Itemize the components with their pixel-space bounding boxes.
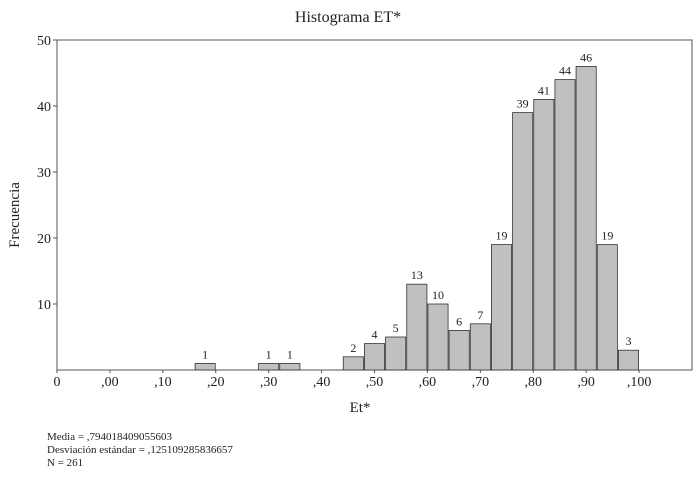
bar [533, 99, 555, 371]
bar [385, 336, 407, 371]
x-tick-label: ,100 [627, 375, 652, 390]
data-label: 19 [601, 229, 613, 243]
data-label: 1 [287, 347, 293, 361]
data-label: 46 [580, 50, 592, 64]
y-tick-label: 40 [37, 100, 51, 115]
data-label: 10 [432, 288, 444, 302]
data-label: 41 [538, 83, 550, 97]
x-tick-label: ,00 [101, 375, 119, 390]
y-tick-label: 10 [37, 298, 51, 313]
x-tick-label: ,80 [525, 375, 543, 390]
y-axis-label: Frecuencia [7, 182, 23, 248]
x-tick-label: ,40 [313, 375, 331, 390]
bar [279, 362, 301, 371]
data-label: 1 [202, 347, 208, 361]
bar [618, 349, 639, 371]
bar [491, 244, 512, 371]
bar [575, 66, 597, 371]
x-tick-label: ,20 [207, 375, 225, 390]
chart-title: Histograma ET* [295, 9, 401, 26]
y-tick-label: 50 [37, 34, 51, 49]
bar [342, 356, 364, 371]
plot-frame [56, 39, 693, 371]
bar [406, 283, 428, 371]
data-label: 7 [477, 308, 483, 322]
data-label: 1 [266, 347, 272, 361]
bar [554, 79, 576, 371]
bar [512, 112, 534, 371]
x-axis-label: Et* [350, 400, 371, 416]
data-label: 39 [517, 97, 529, 111]
x-tick-label: ,70 [472, 375, 490, 390]
note: N = 261 [47, 457, 83, 469]
bar [258, 362, 280, 371]
data-label: 5 [393, 321, 399, 335]
data-label: 2 [350, 341, 356, 355]
bar [469, 323, 491, 371]
data-label: 3 [626, 334, 632, 348]
note: Media = ,794018409055603 [47, 431, 173, 443]
x-tick-label: 0 [54, 375, 61, 390]
bar [364, 343, 385, 371]
data-label: 44 [559, 64, 571, 78]
bar [427, 303, 449, 371]
x-tick-label: ,90 [577, 375, 595, 390]
data-label: 6 [456, 314, 462, 328]
data-label: 13 [411, 268, 423, 282]
data-label: 19 [496, 229, 508, 243]
y-tick-label: 20 [37, 232, 51, 247]
y-tick-label: 30 [37, 166, 51, 181]
x-tick-label: ,10 [154, 375, 172, 390]
data-label: 4 [372, 328, 378, 342]
bar [194, 362, 216, 371]
x-tick-label: ,60 [419, 375, 437, 390]
bar [448, 329, 470, 371]
note: Desviación estándar = ,125109285836657 [47, 444, 233, 456]
x-tick-label: ,30 [260, 375, 278, 390]
bar [596, 244, 618, 371]
x-tick-label: ,50 [366, 375, 384, 390]
